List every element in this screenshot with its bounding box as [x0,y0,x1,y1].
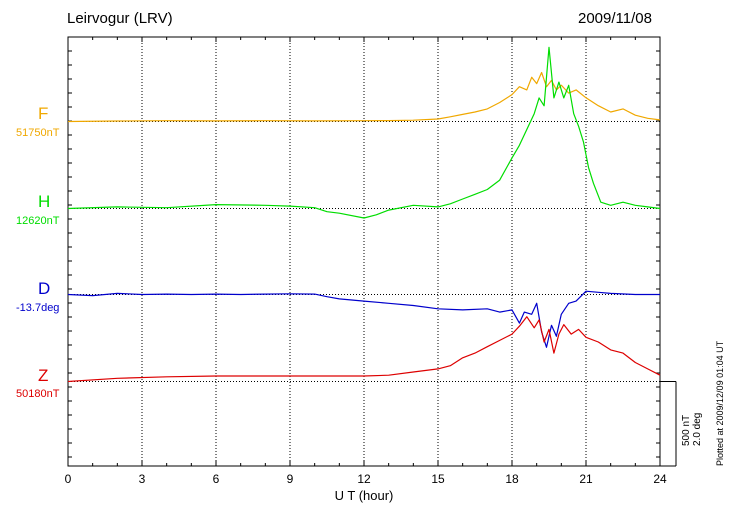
series-line-f [67,71,661,123]
x-tick-label: 24 [653,472,667,486]
component-baseline-d: -13.7deg [16,302,60,314]
series-line-h [67,46,661,219]
series-line-z [67,316,661,383]
scale-bar-nt: 500 nT [681,414,692,446]
series-line-d [67,290,660,348]
x-tick-label: 0 [65,472,72,486]
x-tick-label: 12 [357,472,371,486]
x-tick-label: 3 [139,472,146,486]
component-letter-d: D [38,279,51,298]
component-letter-z: Z [38,366,49,385]
x-tick-label: 18 [505,472,519,486]
component-baseline-z: 50180nT [16,388,60,400]
component-baseline-h: 12620nT [16,215,60,227]
component-letter-f: F [38,104,49,123]
component-letter-h: H [38,192,51,211]
scale-bar-deg: 2.0 deg [692,412,703,446]
station-title: Leirvogur (LRV) [67,10,173,27]
component-baseline-f: 51750nT [16,127,60,139]
scale-bar-label: 500 nT 2.0 deg [681,413,703,446]
plotted-at-note: Plotted at 2009/12/09 01:04 UT [715,340,725,466]
x-tick-label: 15 [431,472,445,486]
x-axis-label: U T (hour) [335,488,394,503]
x-tick-label: 21 [579,472,593,486]
x-tick-label: 6 [213,472,220,486]
plot-date: 2009/11/08 [578,10,652,27]
x-tick-label: 9 [287,472,294,486]
